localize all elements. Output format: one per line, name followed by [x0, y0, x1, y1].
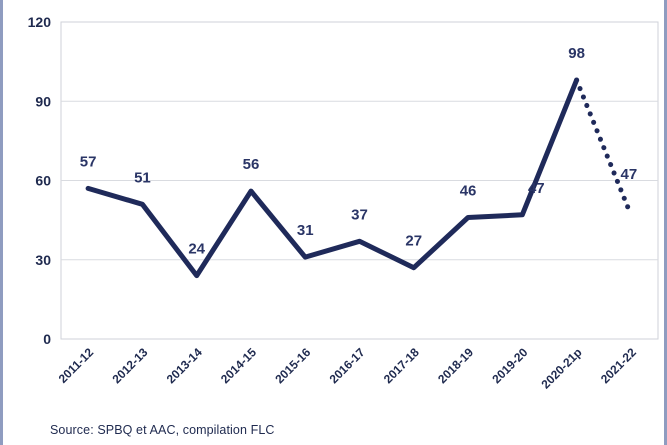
source-note: Source: SPBQ et AAC, compilation FLC — [50, 423, 275, 437]
x-tick-label-2012-13: 2012-13 — [109, 345, 150, 386]
data-label-2018-19: 46 — [460, 182, 477, 199]
data-label-2021-22: 47 — [621, 166, 638, 183]
x-tick-label-2019-20: 2019-20 — [489, 345, 530, 386]
y-tick-label-120: 120 — [28, 14, 52, 30]
x-tick-label-2016-17: 2016-17 — [327, 345, 368, 386]
x-tick-label-2017-18: 2017-18 — [381, 345, 422, 386]
gridlines — [60, 21, 659, 340]
y-tick-label-30: 30 — [35, 252, 51, 268]
plot-area: 57 51 24 56 31 37 27 46 47 98 47 — [80, 45, 638, 279]
data-label-2019-20: 47 — [528, 180, 545, 197]
x-tick-label-2018-19: 2018-19 — [435, 345, 476, 386]
data-label-2012-13: 51 — [134, 169, 151, 186]
series-line-projected — [574, 77, 634, 218]
data-label-2015-16: 31 — [297, 222, 314, 239]
y-tick-label-90: 90 — [35, 93, 51, 109]
line-chart: 0 30 60 90 120 57 51 24 56 31 37 27 46 47 98 47 2011-1… — [28, 14, 659, 391]
x-tick-label-2011-12: 2011-12 — [56, 345, 97, 386]
y-axis-tick-labels: 0 30 60 90 120 — [28, 14, 52, 347]
data-label-2020-21p: 98 — [568, 45, 585, 62]
x-tick-label-2021-22: 2021-22 — [598, 345, 639, 386]
x-tick-label-2013-14: 2013-14 — [164, 345, 205, 386]
x-tick-label-2015-16: 2015-16 — [272, 345, 313, 386]
series-line-actual — [85, 77, 580, 279]
data-label-2016-17: 37 — [351, 206, 368, 223]
x-tick-label-2014-15: 2014-15 — [218, 345, 259, 386]
chart-panel: 0 30 60 90 120 57 51 24 56 31 37 27 46 47 98 47 2011-1… — [3, 0, 664, 445]
y-tick-label-0: 0 — [43, 331, 51, 347]
x-axis-tick-labels: 2011-12 2012-13 2013-14 2014-15 2015-16 2016-… — [56, 345, 640, 391]
x-tick-label-2020-21p: 2020-21p — [538, 345, 584, 391]
data-label-2013-14: 24 — [188, 241, 205, 258]
data-label-2011-12: 57 — [80, 153, 97, 170]
y-tick-label-60: 60 — [35, 173, 51, 189]
data-label-2017-18: 27 — [405, 233, 422, 250]
data-label-2014-15: 56 — [243, 156, 260, 173]
